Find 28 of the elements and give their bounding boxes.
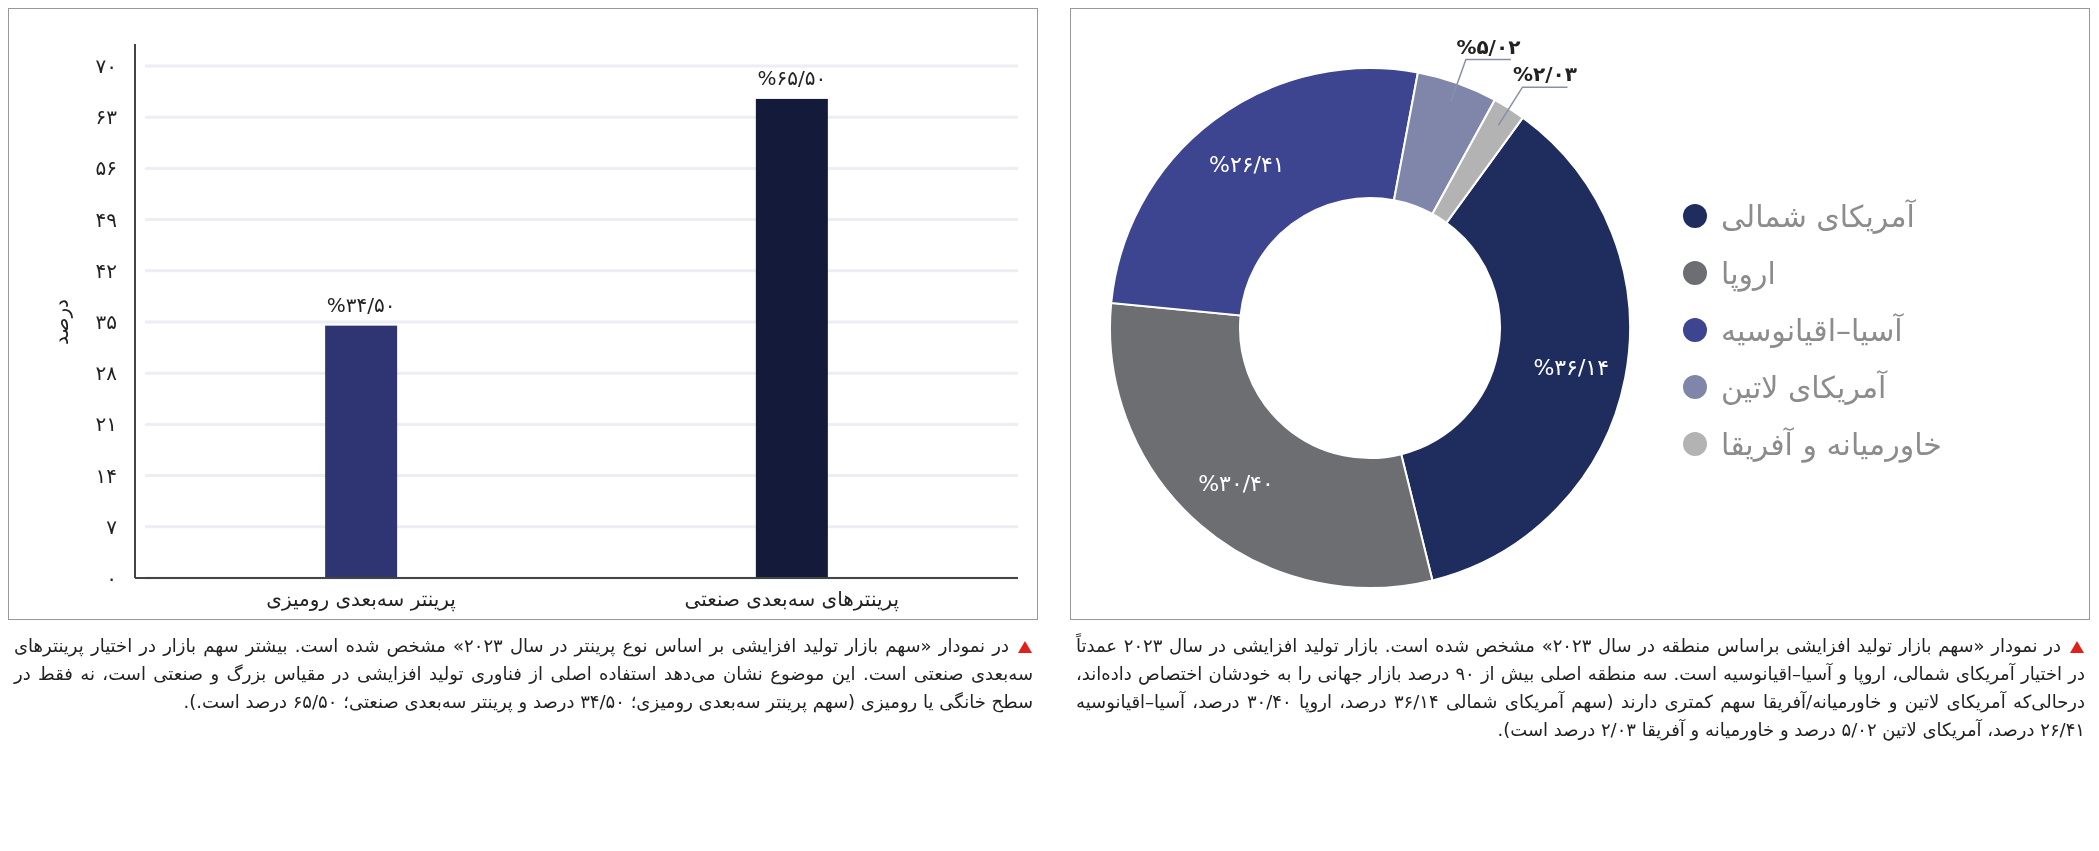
text: در نمودار «سهم بازار تولید افزایشی بر اساس نوع پرینتر در سال ۲۰۲۳» مشخص شده است. بیشتر سهم بازار در اختیار پرینترهای سه‌بعدی صنعتی است. این موضوع نشان می‌دهد استفاده اصلی از فناوری تولید افزایشی در مقیاس بزرگ و صنعتی است، نه فقط در سطح خانگی یا رومیزی (سهم پرینتر سه‌بعدی رومیزی؛ ۳۴/۵۰ درصد و پرینتر سه‌بعدی صنعتی؛ ۶۵/۵۰ درصد است.). xyxy=(12,634,1034,715)
y-tick-label: ۶۳ xyxy=(95,105,118,130)
y-tick-label: ۵۶ xyxy=(95,156,117,181)
y-tick-label: ۴۲ xyxy=(95,258,117,283)
x-tick-label: پرینترهای سه‌بعدی صنعتی xyxy=(684,587,900,612)
data-label: %۳۶/۱۴ xyxy=(1533,354,1609,380)
data-label: %۳۰/۴۰ xyxy=(1198,470,1274,496)
legend-label: آمریکای لاتین xyxy=(1721,369,1889,405)
y-tick-label: ۱۴ xyxy=(95,463,117,488)
legend-label: آمریکای شمالی xyxy=(1721,198,1917,234)
x-tick-label: پرینتر سه‌بعدی رومیزی xyxy=(266,587,456,612)
y-tick-label: ۳۵ xyxy=(95,310,117,334)
legend-label: خاورمیانه و آفریقا xyxy=(1721,426,1942,463)
text: در نمودار «سهم بازار تولید افزایشی براساس منطقه در سال ۲۰۲۳» مشخص شده است. بازار تولید افزایشی در سال ۲۰۲۳ عمدتاً در اختیار آمریکای شمالی، اروپا و آسیا–اقیانوسیه است. سه منطقه اصلی بیش از ۹۰ درصد بازار جهانی را به خودشان اختصاص داده‌اند، درحالی‌که آمریکای لاتین و خاورمیانه/آفریقا سهم کمتری دارند (سهم آمریکای شمالی ۳۶/۱۴ درصد، اروپا ۳۰/۴۰ درصد، آسیا–اقیانوسیه ۲۶/۴۱ درصد، آمریکای لاتین ۵/۰۲ درصد و خاورمیانه و آفریقا ۲/۰۳ درصد است). xyxy=(1075,632,2086,743)
data-label: %۳۴/۵۰ xyxy=(326,292,396,317)
y-axis-title: درصد xyxy=(49,298,73,346)
legend-label: آسیا–اقیانوسیه xyxy=(1721,312,1905,348)
legend-label: اروپا xyxy=(1721,255,1776,292)
y-tick-label: ۲۱ xyxy=(95,412,117,437)
data-label: %۲/۰۳ xyxy=(1513,62,1577,87)
y-tick-label: ۲۸ xyxy=(95,361,118,386)
data-label: %۲۶/۴۱ xyxy=(1209,151,1285,177)
y-tick-label: ۰ xyxy=(106,566,117,590)
data-label: %۶۵/۵۰ xyxy=(757,65,827,90)
y-tick-label: ۷۰ xyxy=(95,54,117,78)
data-label: %۵/۰۲ xyxy=(1456,34,1521,59)
y-tick-label: ۴۹ xyxy=(95,207,117,232)
y-tick-label: ۷ xyxy=(106,514,118,539)
